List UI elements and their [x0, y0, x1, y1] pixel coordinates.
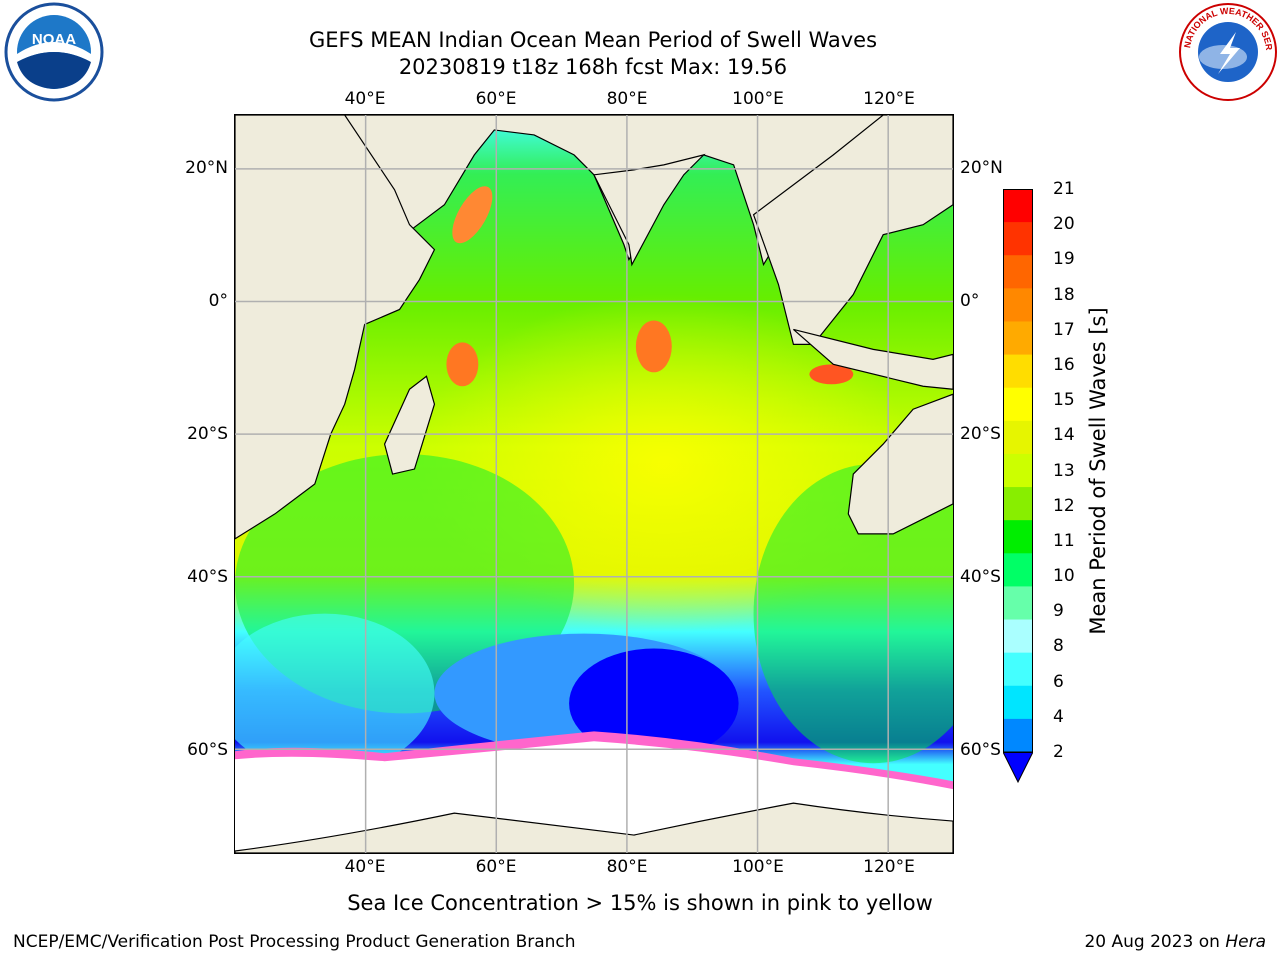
- colorbar-tick-label: 4: [1053, 706, 1064, 727]
- colorbar-band: [1003, 288, 1033, 322]
- date-text: 20 Aug 2023 on Hera: [1084, 932, 1266, 952]
- colorbar-tick-label: 16: [1053, 354, 1075, 375]
- date-value: 20 Aug 2023 on: [1084, 932, 1220, 952]
- lon-tick-bottom: 120°E: [863, 857, 915, 877]
- lon-tick-top: 100°E: [732, 89, 784, 109]
- colorbar-band: [1003, 619, 1033, 654]
- hotspot-madagascar-north: [446, 342, 479, 387]
- chart-subtitle: 20230819 t18z 168h fcst Max: 19.56: [398, 55, 788, 79]
- cyan-band: [235, 613, 435, 774]
- colorbar-band: [1003, 685, 1033, 720]
- colorbar-band: [1003, 387, 1033, 422]
- credit-text: NCEP/EMC/Verification Post Processing Pr…: [13, 932, 576, 952]
- colorbar-band: [1003, 453, 1033, 488]
- lat-tick-right: 20°S: [960, 424, 1001, 444]
- lat-tick-left: 20°S: [187, 424, 228, 444]
- lon-tick-bottom: 40°E: [344, 857, 386, 877]
- lon-tick-bottom: 60°E: [475, 857, 517, 877]
- land-africa: [235, 115, 436, 540]
- colorbar-tick-label: 20: [1053, 214, 1075, 235]
- colorbar-band: [1003, 321, 1033, 356]
- colorbar-band: [1003, 189, 1033, 223]
- noaa-logo-text: NOAA: [32, 31, 76, 48]
- colorbar-band: [1003, 586, 1033, 621]
- colorbar-tick-label: 14: [1053, 425, 1075, 446]
- lat-tick-left: 60°S: [187, 740, 228, 760]
- sea-ice-note: Sea Ice Concentration > 15% is shown in …: [347, 891, 933, 915]
- lat-tick-left: 20°N: [185, 158, 228, 178]
- hotspot-central: [635, 320, 672, 373]
- colorbar-tick-label: 15: [1053, 390, 1075, 411]
- lat-tick-right: 0°: [960, 291, 980, 311]
- graticule: [235, 115, 953, 853]
- chart-title: GEFS MEAN Indian Ocean Mean Period of Sw…: [308, 28, 878, 52]
- land-indonesia: [793, 328, 953, 390]
- colorbar-band: [1003, 354, 1033, 389]
- noaa-logo-icon: NOAA: [4, 2, 104, 102]
- lon-tick-bottom: 100°E: [732, 857, 784, 877]
- land-australia: [847, 393, 953, 535]
- lat-tick-right: 60°S: [960, 740, 1001, 760]
- lat-tick-left: 40°S: [187, 567, 228, 587]
- lon-tick-top: 120°E: [863, 89, 915, 109]
- swell-period-map: [234, 114, 954, 854]
- colorbar-outline: [1003, 189, 1033, 753]
- colorbar-band: [1003, 718, 1033, 753]
- lowest-period-area: [569, 648, 739, 759]
- lon-tick-top: 80°E: [606, 89, 648, 109]
- land-madagascar: [383, 375, 436, 475]
- colorbar-tick-label: 21: [1053, 179, 1075, 199]
- colorbar-tick-label: 12: [1053, 495, 1075, 516]
- hotspot-arabian-sea: [452, 186, 493, 244]
- lat-tick-right: 20°N: [960, 158, 1003, 178]
- lat-tick-left: 0°: [208, 291, 228, 311]
- colorbar-tick-label: 10: [1053, 566, 1075, 587]
- colorbar-tick-label: 11: [1053, 530, 1075, 551]
- colorbar-tick-label: 19: [1053, 249, 1075, 270]
- green-band-east: [753, 464, 953, 764]
- colorbar-tick-label: 8: [1053, 636, 1064, 657]
- colorbar-band: [1003, 222, 1033, 256]
- lat-tick-right: 40°S: [960, 567, 1001, 587]
- land-antarctica: [235, 802, 953, 853]
- colorbar: [1003, 189, 1033, 784]
- colorbar-extend-triangle: [1003, 751, 1033, 784]
- hotspot-java: [809, 364, 854, 385]
- colorbar-tick-label: 6: [1053, 671, 1064, 692]
- colorbar-bands: [1003, 189, 1033, 753]
- lon-tick-bottom: 80°E: [606, 857, 648, 877]
- lon-tick-top: 60°E: [475, 89, 517, 109]
- colorbar-tick-label: 9: [1053, 601, 1064, 622]
- colorbar-tick-label: 2: [1053, 742, 1064, 762]
- colorbar-band: [1003, 487, 1033, 521]
- colorbar-band: [1003, 420, 1033, 455]
- colorbar-title: Mean Period of Swell Waves [s]: [1086, 307, 1110, 635]
- colorbar-band: [1003, 255, 1033, 289]
- colorbar-band: [1003, 652, 1033, 687]
- land-southeast-asia: [752, 115, 953, 345]
- machine-name: Hera: [1225, 932, 1266, 952]
- lon-tick-top: 40°E: [344, 89, 386, 109]
- colorbar-band: [1003, 520, 1033, 554]
- colorbar-tick-label: 17: [1053, 319, 1075, 340]
- colorbar-tick-label: 18: [1053, 284, 1075, 305]
- colorbar-band: [1003, 553, 1033, 587]
- nws-logo-icon: NATIONAL WEATHER SERVICE: [1178, 2, 1277, 101]
- colorbar-tick-label: 13: [1053, 460, 1075, 481]
